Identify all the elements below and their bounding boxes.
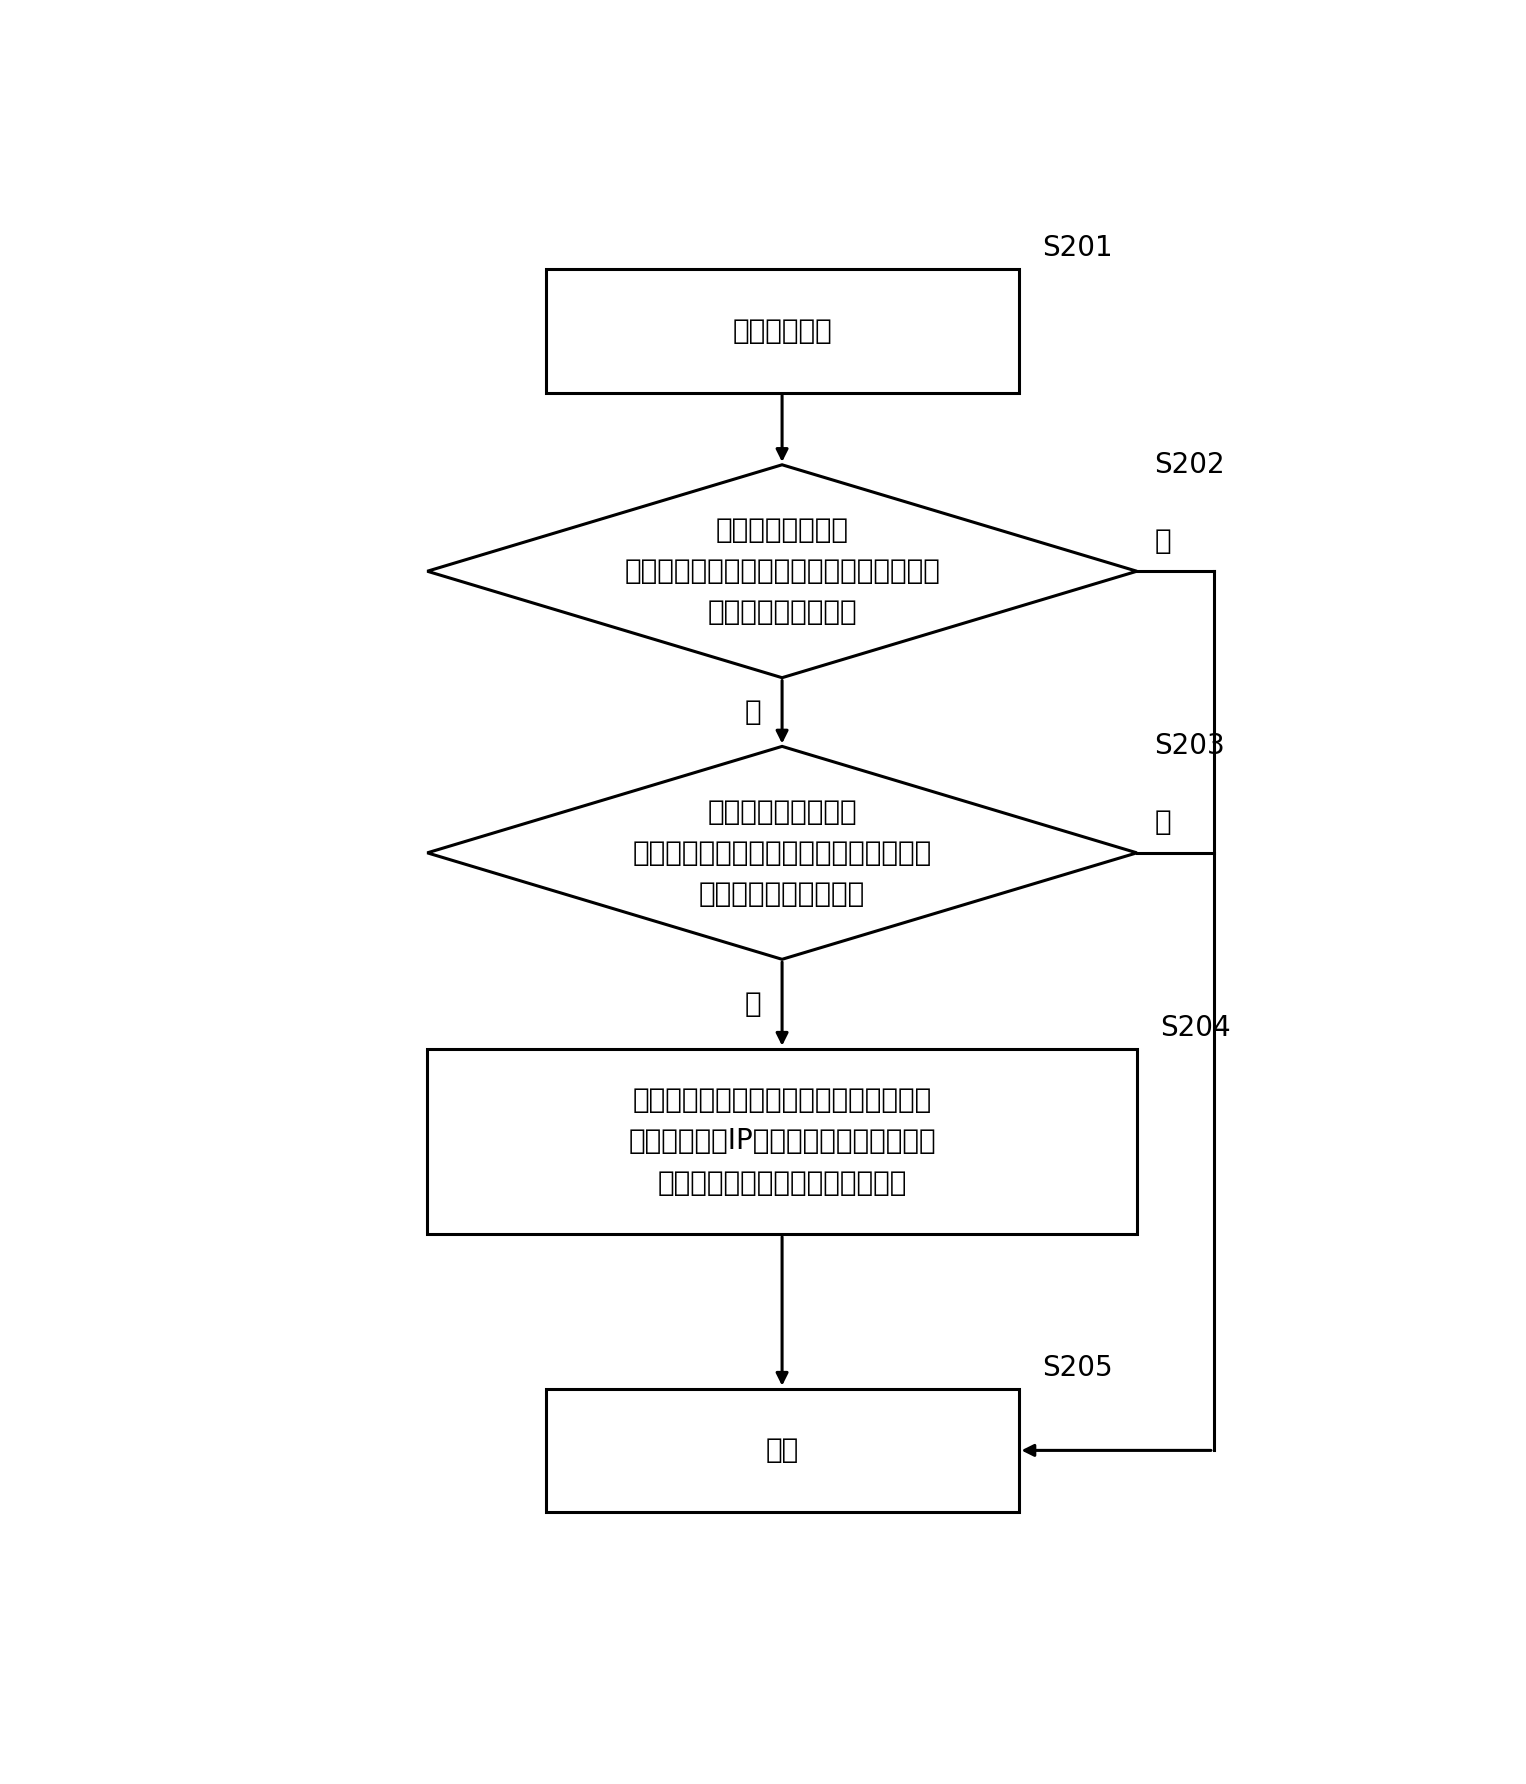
Text: 查询本地是否存在
与该第一报文源地址和目的地址一致的反向
数据流的连接跟踪表: 查询本地是否存在 与该第一报文源地址和目的地址一致的反向 数据流的连接跟踪表 bbox=[624, 516, 940, 626]
Text: 是: 是 bbox=[745, 698, 761, 726]
Text: S202: S202 bbox=[1155, 451, 1225, 478]
Text: S205: S205 bbox=[1042, 1354, 1112, 1381]
Bar bbox=[427, 1049, 1137, 1235]
Polygon shape bbox=[427, 746, 1137, 960]
Text: 否: 否 bbox=[1155, 526, 1172, 555]
Bar bbox=[546, 269, 1019, 392]
Text: 根据反向数据流的连接跟踪表中记录的出
接口下一跳的IP地址，将所述第一报文发
送至出接口下一跳对应的路由设备: 根据反向数据流的连接跟踪表中记录的出 接口下一跳的IP地址，将所述第一报文发 送… bbox=[629, 1086, 935, 1197]
Text: 是: 是 bbox=[745, 990, 761, 1019]
Text: 接收第一报文: 接收第一报文 bbox=[732, 318, 832, 344]
Text: 否: 否 bbox=[1155, 808, 1172, 837]
Bar bbox=[546, 1388, 1019, 1513]
Text: S204: S204 bbox=[1161, 1013, 1231, 1042]
Polygon shape bbox=[427, 466, 1137, 678]
Text: 判断接收第一报文的
接口是否需要进行反向数据流传输路径的
控制以及避免路由转发: 判断接收第一报文的 接口是否需要进行反向数据流传输路径的 控制以及避免路由转发 bbox=[632, 797, 932, 908]
Text: 结束: 结束 bbox=[766, 1436, 798, 1465]
Text: S203: S203 bbox=[1155, 731, 1225, 760]
Text: S201: S201 bbox=[1042, 234, 1112, 262]
